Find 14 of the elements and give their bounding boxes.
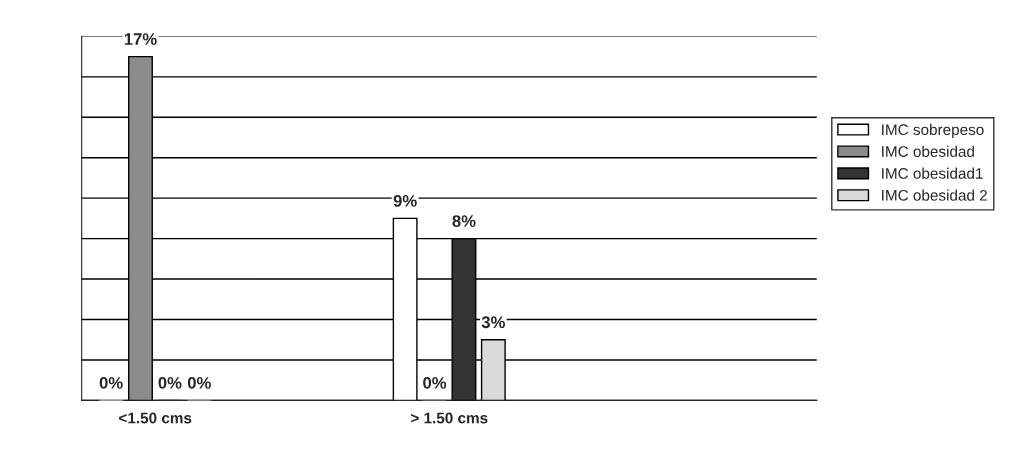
legend-label: IMC obesidad — [882, 145, 974, 157]
data-label: 0% — [99, 376, 123, 389]
x-tick-label: <1.50 cms — [119, 412, 192, 424]
data-label: 8% — [452, 215, 476, 227]
data-label: 9% — [393, 194, 417, 207]
data-label: 0% — [423, 376, 447, 389]
legend-label: IMC obesidad 2 — [882, 189, 987, 201]
data-label: 3% — [481, 316, 505, 329]
legend-label: IMC sobrepeso — [882, 123, 984, 139]
legend-label: IMC obesidad1 — [882, 167, 983, 179]
data-label: 0% — [158, 376, 182, 389]
x-tick-label: > 1.50 cms — [411, 412, 488, 424]
data-label: 0% — [187, 376, 211, 389]
data-label: 17% — [124, 33, 157, 45]
